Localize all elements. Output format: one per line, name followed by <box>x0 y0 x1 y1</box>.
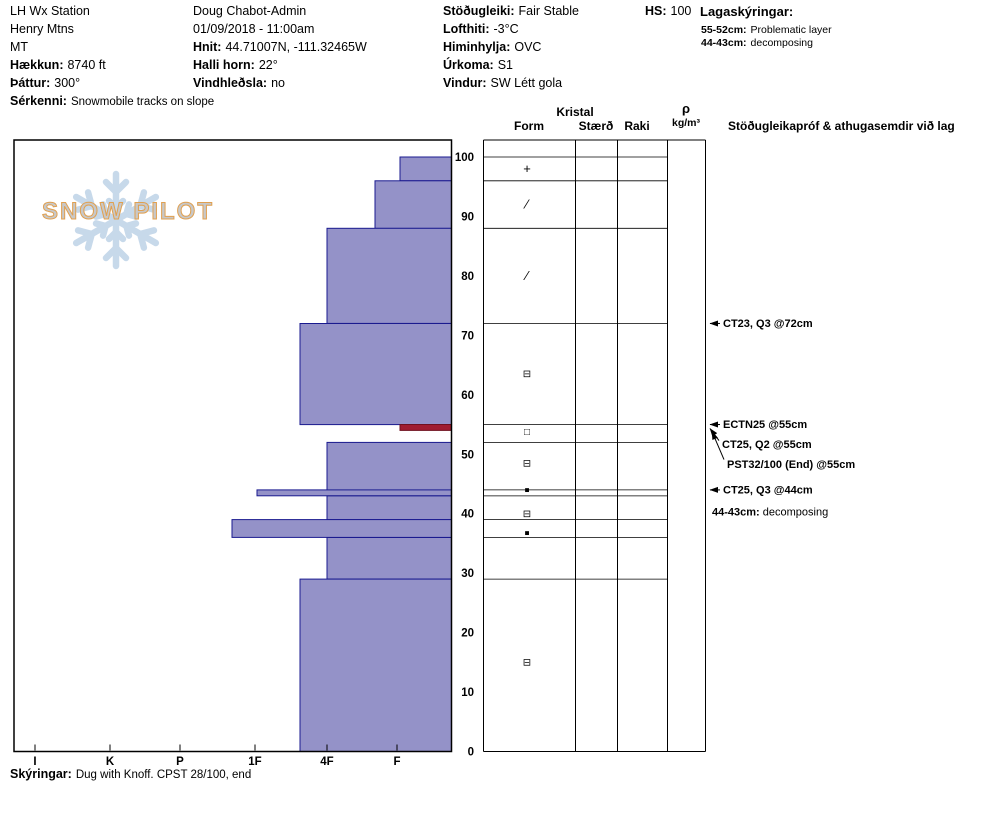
aspect: Þáttur: 300° <box>10 76 81 90</box>
depth-axis-label: 30 <box>461 568 474 580</box>
snowpilot-logo: SNOW PILOT <box>42 198 214 226</box>
coordinates: Hnit: 44.71007N, -111.32465W <box>193 40 367 54</box>
grain-form-symbol: ∕ <box>523 268 530 283</box>
state-name: MT <box>10 40 29 54</box>
layer-bar <box>374 180 452 229</box>
hardness-axis-label: 1F <box>248 756 261 768</box>
hardness-axis-label: K <box>106 756 115 768</box>
moisture-header: Raki <box>624 119 649 133</box>
layer-bar <box>399 156 452 182</box>
test-result: PST32/100 (End) @55cm <box>727 459 855 471</box>
depth-axis-label: 80 <box>461 271 474 283</box>
hardness-axis-label: P <box>176 756 184 768</box>
density-header: ρ <box>682 101 690 116</box>
depth-axis-label: 50 <box>461 449 474 461</box>
depth-axis-label: 20 <box>461 628 474 640</box>
kristal-header: Kristal <box>556 105 593 119</box>
depth-axis-label: 100 <box>455 152 474 164</box>
test-result: ECTN25 @55cm <box>723 419 807 431</box>
depth-axis-label: 0 <box>468 747 474 759</box>
grain-form-symbol: ⊟ <box>523 658 531 669</box>
grain-form-symbol: ■ <box>525 528 530 537</box>
hardness-axis-label: I <box>33 756 36 768</box>
layer-note-1: 55-52cm: Problematic layer <box>701 24 832 36</box>
grain-form-symbol: ⊟ <box>523 369 531 380</box>
sky-cover: Himinhylja: OVC <box>443 40 542 54</box>
wind: Vindur: SW Létt gola <box>443 76 563 90</box>
depth-axis-label: 40 <box>461 509 474 521</box>
test-arrow <box>711 431 725 460</box>
test-arrow <box>709 428 720 441</box>
test-result: CT23, Q3 @72cm <box>723 318 813 330</box>
elevation: Hækkun: 8740 ft <box>10 58 106 72</box>
hardness-axis-label: 4F <box>320 756 333 768</box>
layer-note-annotation: 44-43cm: decomposing <box>712 507 828 519</box>
hardness-plot-frame <box>13 139 453 753</box>
depth-axis-label: 60 <box>461 390 474 402</box>
precipitation: Úrkoma: S1 <box>443 58 514 72</box>
layer-note-2: 44-43cm: decomposing <box>701 37 813 49</box>
test-result: CT25, Q2 @55cm <box>722 439 812 451</box>
hardness-axis-label: F <box>393 756 400 768</box>
flagged-layer-bar <box>399 424 452 431</box>
snowflake-icon <box>64 170 168 272</box>
grain-form-symbol: ⊟ <box>523 509 531 520</box>
layer-bar <box>299 578 452 752</box>
observer-name: Doug Chabot-Admin <box>193 4 307 18</box>
layer-bar <box>326 495 452 521</box>
size-header: Stærð <box>579 119 614 133</box>
layer-bar <box>299 323 452 426</box>
grain-form-symbol: ■ <box>525 485 530 494</box>
special-conditions: Sérkenni: Snowmobile tracks on slope <box>10 94 215 108</box>
grain-form-symbol: ⊟ <box>523 458 531 469</box>
station-name: LH Wx Station <box>10 4 90 18</box>
test-result: CT25, Q3 @44cm <box>723 484 813 496</box>
tests-column-header: Stöðugleikapróf & athugasemdir við lag <box>728 119 955 133</box>
layer-bar <box>326 227 452 324</box>
slope-angle: Halli horn: 22° <box>193 58 278 72</box>
layer-bar <box>231 519 452 538</box>
snow-height: HS: 100 <box>645 4 692 18</box>
grain-form-symbol: ∕ <box>523 197 530 212</box>
layer-notes-title: Lagaskýringar: <box>700 4 794 19</box>
depth-axis-label: 70 <box>461 330 474 342</box>
layer-bar <box>256 489 452 497</box>
depth-axis-label: 10 <box>461 687 474 699</box>
density-unit: kg/m³ <box>672 117 701 129</box>
depth-axis-label: 90 <box>461 211 474 223</box>
pit-comments: Skýringar: Dug with Knoff. CPST 28/100, e… <box>10 767 252 781</box>
form-header: Form <box>514 119 544 133</box>
grain-form-symbol: □ <box>524 427 530 438</box>
wind-loading: Vindhleðsla: no <box>193 76 285 90</box>
layer-bar <box>326 441 452 491</box>
grain-form-symbol: + <box>523 161 531 176</box>
observation-datetime: 01/09/2018 - 11:00am <box>193 22 315 36</box>
range-name: Henry Mtns <box>10 22 74 36</box>
layer-bar <box>326 537 452 580</box>
stability-rating: Stöðugleiki: Fair Stable <box>443 4 579 18</box>
air-temperature: Lofthiti: -3°C <box>443 22 519 36</box>
